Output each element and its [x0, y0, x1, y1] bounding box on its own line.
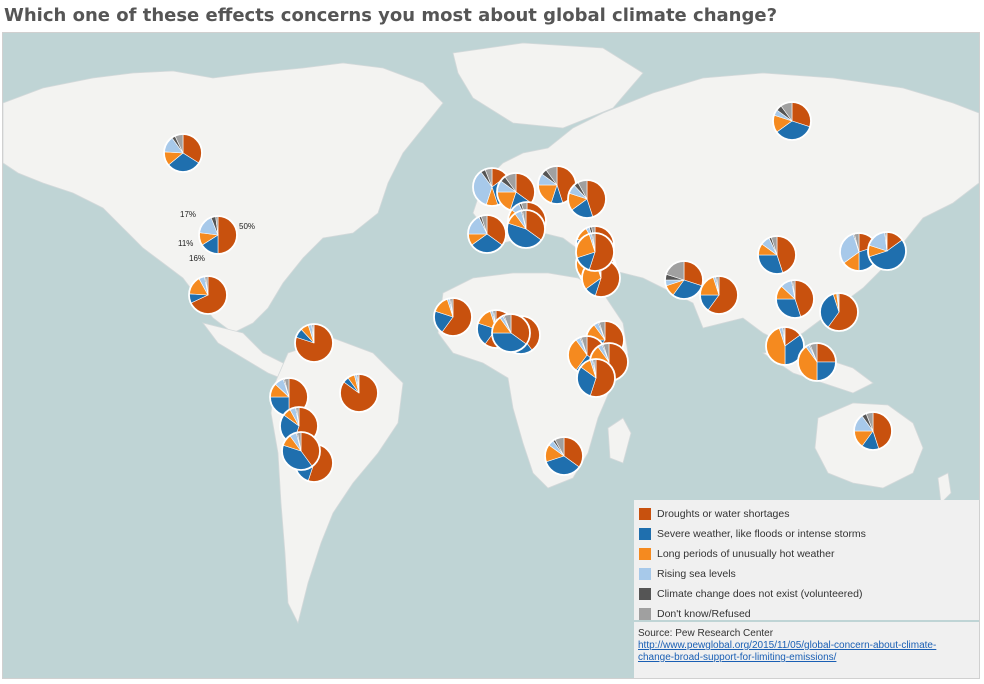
pie-outline-malaysia [765, 326, 805, 366]
source-text: Source: Pew Research Center http://www.p… [638, 628, 958, 664]
pie-outline-bolivia [281, 431, 321, 471]
legend: Droughts or water shortages Severe weath… [634, 500, 979, 621]
pie-canada [163, 133, 203, 173]
legend-label-hot: Long periods of unusually hot weather [657, 548, 835, 560]
legend-swatch-dontknow [639, 608, 651, 620]
pie-outline-vietnam [775, 279, 815, 319]
legend-label-sea: Rising sea levels [657, 568, 736, 580]
pie-outline-senegal [433, 297, 473, 337]
pie-outline-tanzania [576, 358, 616, 398]
legend-swatch-severe [639, 528, 651, 540]
legend-label-dontknow: Don't know/Refused [657, 608, 751, 620]
pie-pakistan [664, 260, 704, 300]
pie-italy [506, 209, 546, 249]
world-map: 50% 17% 11% 16% [3, 33, 979, 678]
source-box: Source: Pew Research Center http://www.p… [634, 622, 979, 678]
pie-outline-palestinian-ter [575, 232, 615, 272]
pie-outline-canada [163, 133, 203, 173]
pie-bolivia [281, 431, 321, 471]
us-label-sea: 17% [180, 210, 196, 219]
pie-outline-japan [867, 231, 907, 271]
pie-outline-china [757, 235, 797, 275]
north-america [3, 62, 444, 334]
pie-outline-india [699, 275, 739, 315]
pie-united-states [198, 215, 238, 255]
pie-palestinian-ter [575, 232, 615, 272]
pie-outline-nigeria [491, 313, 531, 353]
pie-indonesia [797, 342, 837, 382]
us-label-droughts: 50% [239, 222, 255, 231]
pie-venezuela [294, 323, 334, 363]
pie-outline-australia [853, 411, 893, 451]
pie-outline-ukraine [567, 179, 607, 219]
legend-label-severe: Severe weather, like floods or intense s… [657, 528, 866, 540]
madagascar [607, 417, 632, 464]
legend-swatch-droughts [639, 508, 651, 520]
pie-france [467, 214, 507, 254]
pie-outline-france [467, 214, 507, 254]
pie-outline-brazil [339, 373, 379, 413]
map-panel: 50% 17% 11% 16% Droughts or water shortages… [2, 32, 980, 679]
pie-australia [853, 411, 893, 451]
pie-vietnam [775, 279, 815, 319]
pie-outline-south-africa [544, 436, 584, 476]
pie-outline-venezuela [294, 323, 334, 363]
pie-china [757, 235, 797, 275]
pie-outline-italy [506, 209, 546, 249]
pie-russia [772, 101, 812, 141]
pie-japan [867, 231, 907, 271]
legend-item-severe: Severe weather, like floods or intense s… [639, 527, 866, 541]
pie-nigeria [491, 313, 531, 353]
pie-ukraine [567, 179, 607, 219]
legend-swatch-hot [639, 548, 651, 560]
legend-swatch-notexist [639, 588, 651, 600]
legend-item-dontknow: Don't know/Refused [639, 607, 751, 621]
pie-outline-united-states [198, 215, 238, 255]
pie-india [699, 275, 739, 315]
pie-outline-mexico [188, 275, 228, 315]
pie-brazil [339, 373, 379, 413]
legend-label-notexist: Climate change does not exist (volunteer… [657, 588, 863, 600]
legend-swatch-sea [639, 568, 651, 580]
legend-label-droughts: Droughts or water shortages [657, 508, 790, 520]
pie-outline-philippines [819, 292, 859, 332]
us-label-hot: 11% [178, 239, 193, 248]
legend-item-notexist: Climate change does not exist (volunteer… [639, 587, 862, 601]
pie-peru [269, 377, 309, 417]
new-zealand [937, 472, 952, 504]
source-prefix: Source: Pew Research Center [638, 628, 774, 639]
pie-philippines [819, 292, 859, 332]
legend-item-droughts: Droughts or water shortages [639, 507, 789, 521]
legend-item-hot: Long periods of unusually hot weather [639, 547, 834, 561]
pie-south-africa [544, 436, 584, 476]
greenland [452, 42, 644, 129]
pie-outline-pakistan [664, 260, 704, 300]
pie-senegal [433, 297, 473, 337]
legend-item-sea: Rising sea levels [639, 567, 736, 581]
pie-outline-indonesia [797, 342, 837, 382]
country-pies: 50% 17% 11% 16% [163, 101, 907, 483]
source-link[interactable]: http://www.pewglobal.org/2015/11/05/glob… [638, 640, 937, 663]
pie-tanzania [576, 358, 616, 398]
pie-mexico [188, 275, 228, 315]
pie-outline-russia [772, 101, 812, 141]
us-label-severe: 16% [189, 254, 205, 263]
chart-title: Which one of these effects concerns you … [4, 5, 778, 26]
